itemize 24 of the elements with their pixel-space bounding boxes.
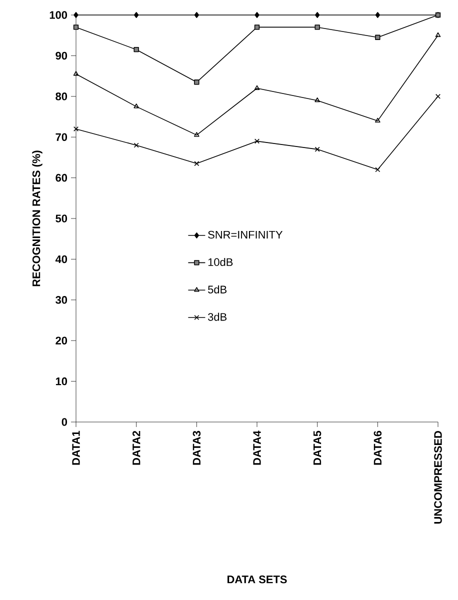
y-tick-label: 50: [56, 214, 68, 222]
x-tick-label: DATA6: [374, 430, 382, 465]
x-tick-label: DATA1: [72, 430, 80, 465]
x-tick-label: DATA2: [132, 430, 140, 465]
legend-label: 10dB: [208, 258, 233, 266]
x-tick-label: UNCOMPRESSED: [434, 430, 442, 524]
legend-label: 3dB: [208, 312, 227, 321]
y-tick-label: 30: [56, 296, 68, 304]
y-axis-title: RECOGNITION RATES (%): [32, 150, 42, 286]
x-tick-label: DATA3: [192, 430, 201, 465]
y-tick-label: 80: [56, 92, 68, 100]
legend-label: 5dB: [208, 285, 227, 294]
y-tick-label: 20: [56, 336, 68, 344]
x-axis-title: DATA SETS: [227, 576, 287, 584]
x-tick-label: DATA4: [253, 430, 261, 465]
y-tick-label: 10: [56, 377, 68, 386]
y-tick-label: 60: [56, 174, 68, 182]
y-tick-label: 90: [56, 52, 68, 60]
y-tick-label: 40: [55, 255, 68, 264]
y-tick-label: 0: [62, 418, 68, 426]
legend-label: SNR=INFINITY: [208, 230, 283, 239]
y-tick-label: 100: [50, 11, 68, 19]
y-tick-label: 70: [56, 133, 68, 141]
x-tick-label: DATA5: [314, 430, 322, 465]
